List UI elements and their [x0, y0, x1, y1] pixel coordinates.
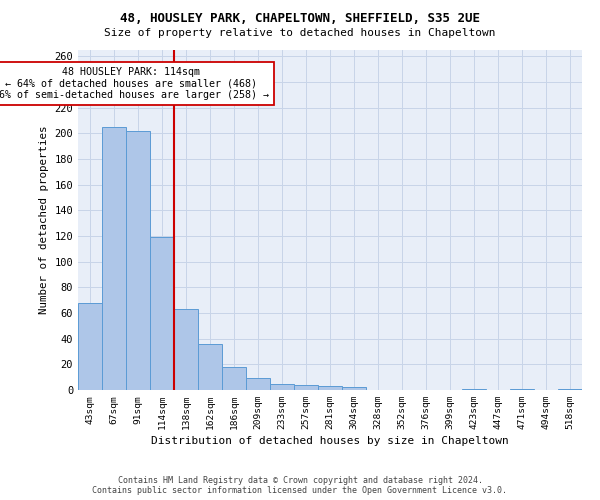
Bar	[318, 386, 342, 390]
Bar	[462, 388, 486, 390]
Bar	[246, 378, 270, 390]
Bar	[102, 127, 126, 390]
Y-axis label: Number of detached properties: Number of detached properties	[39, 126, 49, 314]
Text: 48, HOUSLEY PARK, CHAPELTOWN, SHEFFIELD, S35 2UE: 48, HOUSLEY PARK, CHAPELTOWN, SHEFFIELD,…	[120, 12, 480, 26]
Bar	[558, 388, 582, 390]
Bar	[150, 238, 174, 390]
Bar	[126, 131, 150, 390]
Text: Size of property relative to detached houses in Chapeltown: Size of property relative to detached ho…	[104, 28, 496, 38]
Bar	[294, 385, 318, 390]
Bar	[510, 388, 534, 390]
X-axis label: Distribution of detached houses by size in Chapeltown: Distribution of detached houses by size …	[151, 436, 509, 446]
Bar	[174, 309, 198, 390]
Bar	[198, 344, 222, 390]
Text: Contains HM Land Registry data © Crown copyright and database right 2024.
Contai: Contains HM Land Registry data © Crown c…	[92, 476, 508, 495]
Bar	[342, 388, 366, 390]
Bar	[270, 384, 294, 390]
Text: 48 HOUSLEY PARK: 114sqm  
← 64% of detached houses are smaller (468)
36% of semi: 48 HOUSLEY PARK: 114sqm ← 64% of detache…	[0, 66, 269, 100]
Bar	[222, 367, 246, 390]
Bar	[78, 303, 102, 390]
